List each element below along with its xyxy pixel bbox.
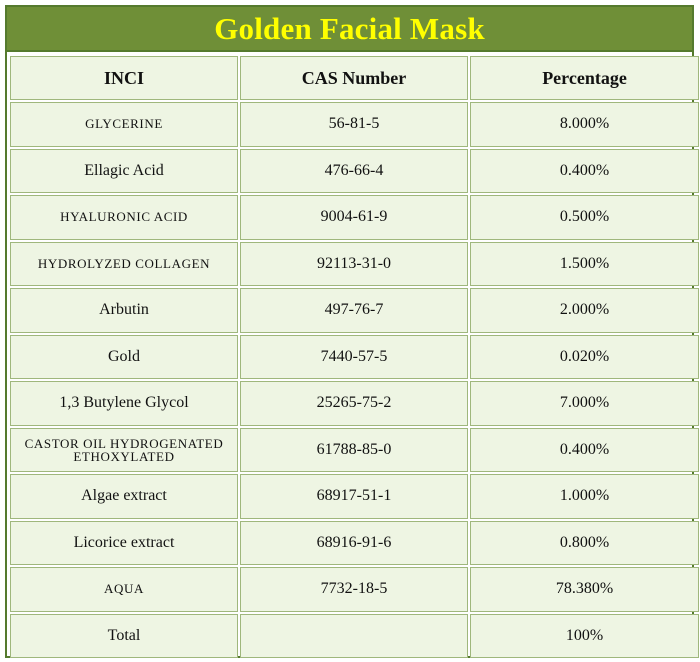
table-row: Algae extract 68917-51-1 1.000% <box>10 474 699 519</box>
table-row: Ellagic Acid 476-66-4 0.400% <box>10 148 699 193</box>
percentage-cell: 7.000% <box>470 381 699 426</box>
table-row: 1,3 Butylene Glycol 25265-75-2 7.000% <box>10 381 699 426</box>
column-header-inci: INCI <box>10 56 238 100</box>
cas-cell: 68916-91-6 <box>240 520 468 565</box>
percentage-cell: 0.400% <box>470 427 699 472</box>
inci-cell: Total <box>10 613 238 658</box>
table-row: Arbutin 497-76-7 2.000% <box>10 288 699 333</box>
percentage-cell: 0.800% <box>470 520 699 565</box>
percentage-cell: 78.380% <box>470 567 699 612</box>
table-row: AQUA 7732-18-5 78.380% <box>10 567 699 612</box>
page-title: Golden Facial Mask <box>214 10 485 46</box>
cas-cell: 25265-75-2 <box>240 381 468 426</box>
cas-cell <box>240 613 468 658</box>
cas-cell: 497-76-7 <box>240 288 468 333</box>
percentage-cell: 1.000% <box>470 474 699 519</box>
column-header-cas-number: CAS Number <box>240 56 468 100</box>
table-row: HYDROLYZED COLLAGEN 92113-31-0 1.500% <box>10 241 699 286</box>
percentage-cell: 0.020% <box>470 334 699 379</box>
inci-cell: AQUA <box>10 567 238 612</box>
inci-cell: Gold <box>10 334 238 379</box>
inci-cell: Algae extract <box>10 474 238 519</box>
table-row: HYALURONIC ACID 9004-61-9 0.500% <box>10 195 699 240</box>
cas-cell: 7440-57-5 <box>240 334 468 379</box>
cas-cell: 61788-85-0 <box>240 427 468 472</box>
table-row: Licorice extract 68916-91-6 0.800% <box>10 520 699 565</box>
cas-cell: 476-66-4 <box>240 148 468 193</box>
title-bar: Golden Facial Mask <box>7 7 692 52</box>
cas-cell: 92113-31-0 <box>240 241 468 286</box>
cas-cell: 9004-61-9 <box>240 195 468 240</box>
inci-cell: GLYCERINE <box>10 102 238 147</box>
percentage-cell: 1.500% <box>470 241 699 286</box>
cas-cell: 7732-18-5 <box>240 567 468 612</box>
table-row: CASTOR OIL HYDROGENATED ETHOXYLATED 6178… <box>10 427 699 472</box>
table-row-total: Total 100% <box>10 613 699 658</box>
inci-cell: 1,3 Butylene Glycol <box>10 381 238 426</box>
percentage-cell: 0.500% <box>470 195 699 240</box>
cas-cell: 68917-51-1 <box>240 474 468 519</box>
document-frame: Golden Facial Mask INCI CAS Number Perce… <box>5 5 699 658</box>
ingredients-table: INCI CAS Number Percentage GLYCERINE 56-… <box>8 54 700 660</box>
percentage-cell: 8.000% <box>470 102 699 147</box>
inci-cell: HYDROLYZED COLLAGEN <box>10 241 238 286</box>
table-row: Gold 7440-57-5 0.020% <box>10 334 699 379</box>
inci-cell: HYALURONIC ACID <box>10 195 238 240</box>
table-row: GLYCERINE 56-81-5 8.000% <box>10 102 699 147</box>
percentage-cell: 100% <box>470 613 699 658</box>
inci-cell: Arbutin <box>10 288 238 333</box>
percentage-cell: 0.400% <box>470 148 699 193</box>
percentage-cell: 2.000% <box>470 288 699 333</box>
cas-cell: 56-81-5 <box>240 102 468 147</box>
inci-cell: Licorice extract <box>10 520 238 565</box>
column-header-percentage: Percentage <box>470 56 699 100</box>
inci-cell: Ellagic Acid <box>10 148 238 193</box>
inci-cell: CASTOR OIL HYDROGENATED ETHOXYLATED <box>10 427 238 472</box>
table-header-row: INCI CAS Number Percentage <box>10 56 699 100</box>
